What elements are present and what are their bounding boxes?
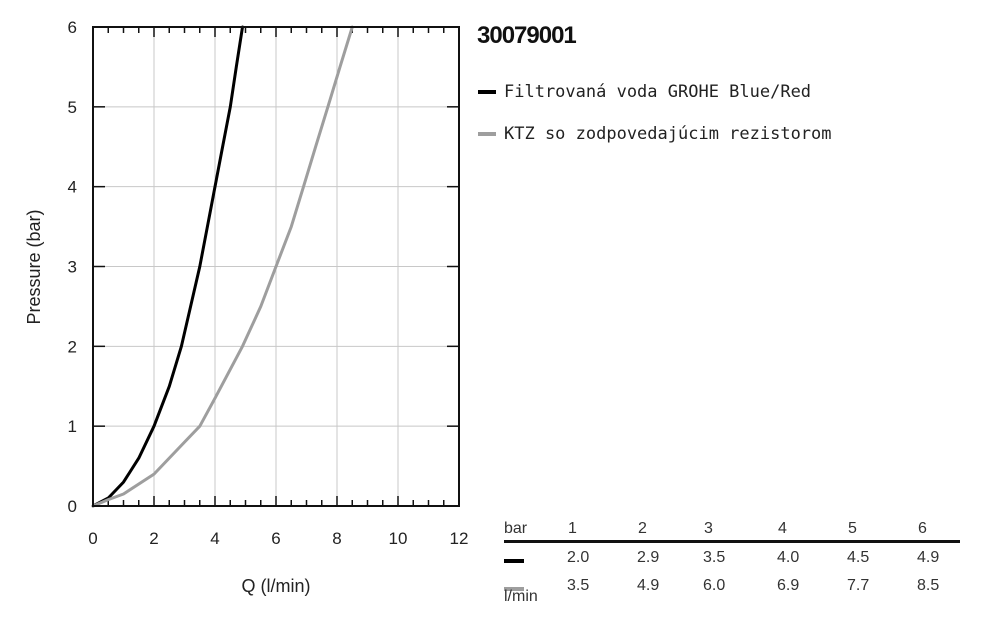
flow-table-swatch-filtered-water xyxy=(504,559,524,563)
x-tick-label: 8 xyxy=(332,529,341,548)
flow-table-pressure: 4 xyxy=(778,520,787,537)
y-tick-label: 1 xyxy=(68,417,77,436)
x-tick-label: 0 xyxy=(88,529,97,548)
x-tick-label: 12 xyxy=(450,529,469,548)
legend: Filtrovaná voda GROHE Blue/Red KTZ so zo… xyxy=(478,80,832,164)
flow-table-value: 8.5 xyxy=(917,577,940,594)
series-line-ktz xyxy=(91,25,354,508)
flow-table-pressure: 2 xyxy=(638,520,647,537)
x-tick-label: 2 xyxy=(149,529,158,548)
flow-table-pressure: 6 xyxy=(918,520,927,537)
legend-item-filtered-water: Filtrovaná voda GROHE Blue/Red xyxy=(478,80,832,104)
y-tick-label: 4 xyxy=(68,178,77,197)
plot-frame xyxy=(92,26,460,507)
y-tick-label: 0 xyxy=(68,497,77,516)
x-axis-title: Q (l/min) xyxy=(242,576,311,596)
flow-table-value: 6.9 xyxy=(777,577,800,594)
flow-table-value: 4.0 xyxy=(777,549,800,566)
x-tick-label: 10 xyxy=(389,529,408,548)
y-tick-label: 6 xyxy=(68,18,77,37)
series-line-filtered-water xyxy=(91,25,244,508)
flow-table-value: 6.0 xyxy=(703,577,726,594)
flow-table-value: 7.7 xyxy=(847,577,870,594)
flow-table-value: 4.9 xyxy=(637,577,660,594)
y-tick-label: 2 xyxy=(68,337,77,356)
legend-swatch-ktz xyxy=(478,132,496,136)
y-tick-label: 3 xyxy=(68,258,77,277)
flow-table-unit-lmin: l/min xyxy=(504,588,538,605)
flow-table-swatch-ktz xyxy=(504,587,524,591)
flow-table-pressure: 5 xyxy=(848,520,857,537)
legend-item-ktz: KTZ so zodpovedajúcim rezistorom xyxy=(478,122,832,146)
chart-series xyxy=(91,25,354,508)
flow-table-unit-bar: bar xyxy=(504,520,528,537)
flow-table-value: 4.9 xyxy=(917,549,940,566)
flow-table-value: 3.5 xyxy=(567,577,590,594)
x-tick-label: 6 xyxy=(271,529,280,548)
flow-table-pressure: 3 xyxy=(704,520,713,537)
flow-table: bar 1 2 3 4 5 6 2.0 2.9 3.5 4.0 4.5 4.9 … xyxy=(504,520,960,605)
flow-table-pressure: 1 xyxy=(568,520,577,537)
legend-label-filtered-water: Filtrovaná voda GROHE Blue/Red xyxy=(504,82,812,102)
legend-swatch-filtered-water xyxy=(478,90,496,94)
y-tick-label: 5 xyxy=(68,98,77,117)
y-axis-title: Pressure (bar) xyxy=(24,209,44,324)
flow-table-row-ktz: 3.5 4.9 6.0 6.9 7.7 8.5 xyxy=(504,575,960,599)
flow-table-value: 2.9 xyxy=(637,549,660,566)
x-tick-label: 4 xyxy=(210,529,219,548)
flow-table-value: 4.5 xyxy=(847,549,870,566)
flow-table-row-filtered-water: 2.0 2.9 3.5 4.0 4.5 4.9 xyxy=(504,547,960,571)
flow-table-header: bar 1 2 3 4 5 6 xyxy=(504,520,960,543)
flow-table-value: 3.5 xyxy=(703,549,726,566)
flow-table-value: 2.0 xyxy=(567,549,590,566)
legend-label-ktz: KTZ so zodpovedajúcim rezistorom xyxy=(504,124,832,144)
product-code: 30079001 xyxy=(477,22,577,49)
